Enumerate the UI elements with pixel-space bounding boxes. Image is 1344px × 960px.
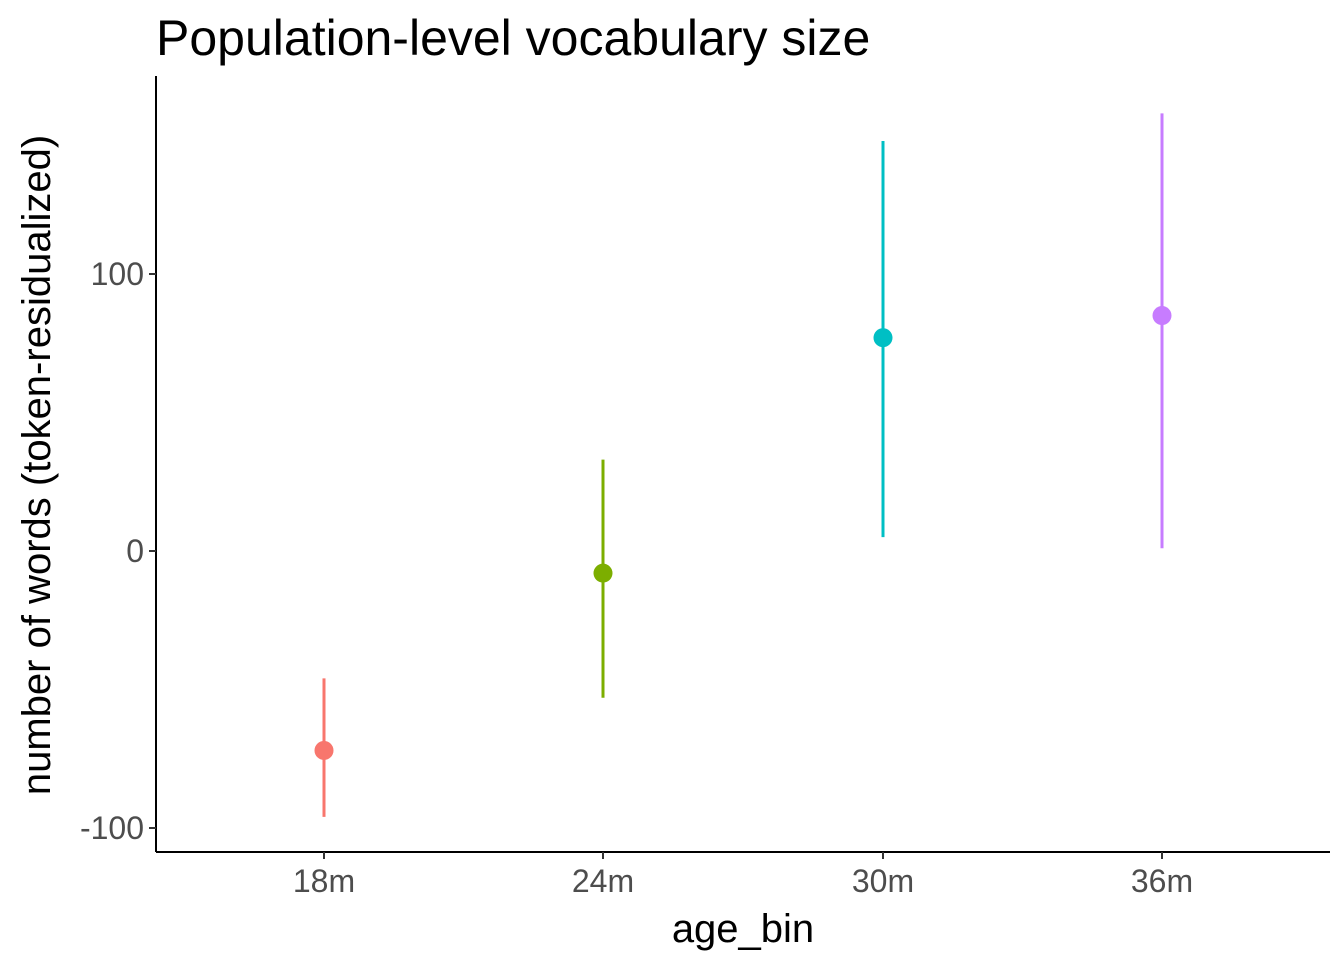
x-tick-label: 30m	[852, 863, 914, 899]
y-axis-title: number of words (token-residualized)	[15, 135, 59, 795]
y-tick-label: 0	[126, 533, 144, 569]
y-tick-label: -100	[80, 810, 144, 846]
plot-area: -100 0 100 18m 24m 30m 36m	[80, 76, 1330, 899]
x-axis-title: age_bin	[672, 907, 814, 951]
data-point-24m	[593, 563, 613, 583]
data-point-18m	[314, 740, 334, 760]
data-point-30m	[873, 328, 893, 348]
x-tick-label: 24m	[572, 863, 634, 899]
chart-title: Population-level vocabulary size	[156, 10, 870, 66]
data-point-36m	[1152, 306, 1172, 326]
x-tick-label: 18m	[293, 863, 355, 899]
y-tick-label: 100	[91, 256, 144, 292]
x-tick-label: 36m	[1131, 863, 1193, 899]
